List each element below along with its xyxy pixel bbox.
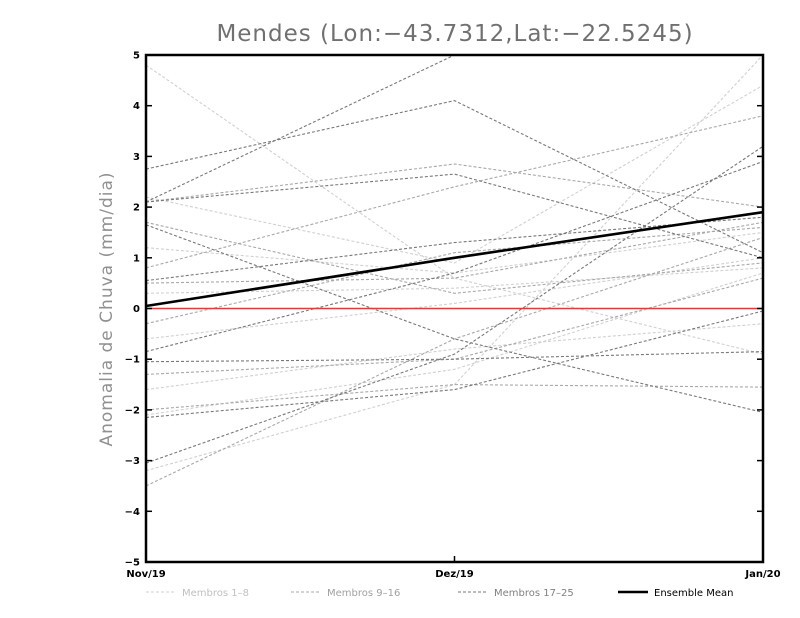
series-line-m12 <box>145 384 764 411</box>
legend-label: Membros 17–25 <box>494 588 574 599</box>
series-line-m19 <box>145 224 764 413</box>
series-line-ensemble-mean <box>145 210 764 308</box>
legend-label: Ensemble Mean <box>654 588 733 599</box>
series-line-m13 <box>145 221 764 284</box>
x-tick-label: Jan/20 <box>744 569 780 580</box>
y-axis-label: Anomalia de Chuva (mm/dia) <box>97 171 117 446</box>
series-line-m21 <box>145 351 764 363</box>
y-tick-label: −1 <box>125 355 140 366</box>
series-line-m05 <box>145 54 764 472</box>
series-line-m04 <box>145 272 764 416</box>
legend-label: Membros 9–16 <box>327 588 400 599</box>
y-tick-label: 0 <box>133 304 140 315</box>
series-line-m11 <box>145 115 764 269</box>
x-tick-label: Nov/19 <box>126 569 165 580</box>
series-line-m23 <box>145 145 764 464</box>
series-line-m20 <box>145 173 764 259</box>
series-line-m10 <box>145 277 764 375</box>
legend: Membros 1–8 Membros 9–16 Membros 17–25 Ense… <box>146 588 733 599</box>
y-tick-label: 1 <box>133 253 140 264</box>
mean-layer <box>145 210 764 308</box>
series-line-m02 <box>145 231 764 274</box>
series-line-m03 <box>145 323 764 391</box>
series-line-m01 <box>145 64 764 355</box>
y-tick-label: −2 <box>125 405 140 416</box>
y-tick-label: −3 <box>125 456 140 467</box>
series-line-m15 <box>145 221 764 294</box>
y-tick-label: 2 <box>133 203 140 214</box>
y-tick-label: −5 <box>125 558 140 569</box>
y-tick-label: 4 <box>133 101 140 112</box>
series-line-m08 <box>145 84 764 264</box>
y-tick-label: −4 <box>125 507 140 518</box>
series-layer <box>145 54 764 487</box>
series-line-m17 <box>145 100 764 254</box>
x-tick-label: Dez/19 <box>435 569 474 580</box>
series-line-m25 <box>145 160 764 353</box>
series-line-m06 <box>145 267 764 294</box>
series-line-m14 <box>145 236 764 487</box>
series-line-m22 <box>145 310 764 419</box>
series-line-m24 <box>145 216 764 282</box>
x-axis-ticks: Nov/19 Dez/19 Jan/20 <box>126 556 781 580</box>
series-line-m09 <box>145 163 764 208</box>
chart-title: Mendes (Lon:−43.7312,Lat:−22.5245) <box>216 21 693 47</box>
series-line-m16 <box>145 226 764 325</box>
y-axis-ticks: 5 4 3 2 1 0 −1 −2 −3 −4 −5 <box>125 51 763 569</box>
series-line-m07 <box>145 257 764 340</box>
y-tick-label: 5 <box>133 51 140 62</box>
legend-label: Membros 1–8 <box>182 588 249 599</box>
y-tick-label: 3 <box>133 152 140 163</box>
